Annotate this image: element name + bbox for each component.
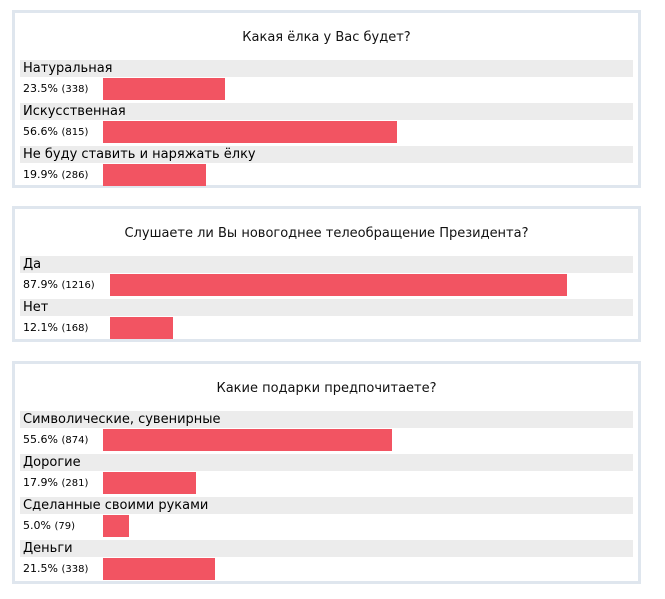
answer-percent: 5.0% — [23, 519, 55, 532]
answer-stat: 56.6% (815) — [23, 121, 88, 143]
answer-count: (168) — [61, 323, 89, 334]
answer-label: Искусственная — [20, 103, 633, 120]
answer-percent: 87.9% — [23, 278, 62, 291]
answer-label: Дорогие — [20, 454, 633, 471]
answer-stat: 21.5% (338) — [23, 558, 88, 580]
answer-percent: 55.6% — [23, 433, 62, 446]
answer-bar — [110, 317, 173, 339]
answer-bar — [103, 472, 196, 494]
answer-percent: 17.9% — [23, 476, 62, 489]
answer-count: (1216) — [61, 280, 95, 291]
answer-stat: 12.1% (168) — [23, 317, 88, 339]
answer-stat: 17.9% (281) — [23, 472, 88, 494]
answer-label: Натуральная — [20, 60, 633, 77]
answer-bar — [110, 274, 567, 296]
poll-title: Слушаете ли Вы новогоднее телеобращение … — [124, 226, 529, 241]
answer-label: Нет — [20, 299, 633, 316]
poll-title: Какие подарки предпочитаете? — [216, 381, 437, 396]
poll-box: Какая ёлка у Вас будет? Натуральная 23.5% … — [12, 10, 641, 188]
answer-percent: 21.5% — [23, 562, 62, 575]
answer-count: (815) — [61, 127, 89, 138]
answer-label: Не буду ставить и наряжать ёлку — [20, 146, 633, 163]
answer-percent: 23.5% — [23, 82, 62, 95]
answer-label: Символические, сувенирные — [20, 411, 633, 428]
answer-stat: 19.9% (286) — [23, 164, 88, 186]
answer-percent: 19.9% — [23, 168, 62, 181]
poll-box: Какие подарки предпочитаете? Символически… — [12, 361, 641, 584]
answer-stat: 87.9% (1216) — [23, 274, 95, 296]
answer-count: (874) — [61, 435, 89, 446]
answer-count: (338) — [61, 84, 89, 95]
answer-bar — [103, 429, 392, 451]
answer-label: Сделанные своими руками — [20, 497, 633, 514]
answer-count: (286) — [61, 170, 89, 181]
answer-stat: 23.5% (338) — [23, 78, 88, 100]
answer-bar — [103, 515, 129, 537]
poll-title: Какая ёлка у Вас будет? — [242, 30, 411, 45]
answer-count: (281) — [61, 478, 89, 489]
answer-label: Да — [20, 256, 633, 273]
answer-bar — [103, 164, 206, 186]
answer-stat: 55.6% (874) — [23, 429, 88, 451]
answer-count: (338) — [61, 564, 89, 575]
poll-box: Слушаете ли Вы новогоднее телеобращение … — [12, 206, 641, 342]
answer-count: (79) — [54, 521, 75, 532]
answer-stat: 5.0% (79) — [23, 515, 75, 537]
answer-bar — [103, 78, 225, 100]
answer-bar — [103, 558, 215, 580]
answer-bar — [103, 121, 397, 143]
answer-label: Деньги — [20, 540, 633, 557]
answer-percent: 12.1% — [23, 321, 62, 334]
answer-percent: 56.6% — [23, 125, 62, 138]
